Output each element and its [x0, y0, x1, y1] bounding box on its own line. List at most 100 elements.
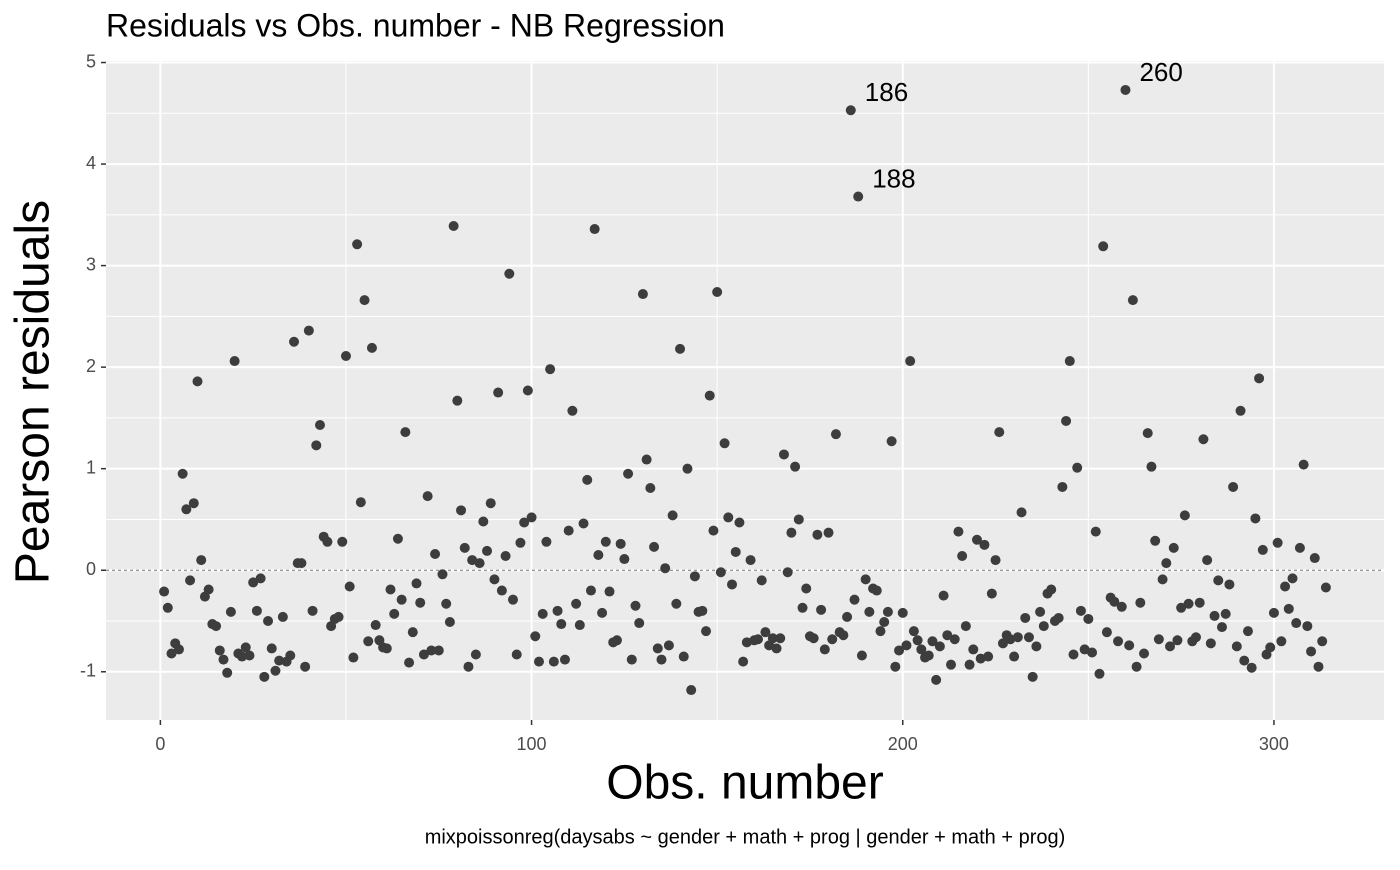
point [1309, 553, 1320, 564]
point [682, 463, 693, 474]
point [222, 667, 233, 678]
point [463, 661, 474, 672]
point [1072, 462, 1083, 473]
point [886, 436, 897, 447]
point [415, 597, 426, 608]
point [701, 626, 712, 637]
point [819, 644, 830, 655]
point [860, 574, 871, 585]
point [734, 517, 745, 528]
point [1317, 636, 1328, 647]
point [314, 420, 325, 431]
point [1291, 618, 1302, 629]
point [957, 551, 968, 562]
point [1294, 542, 1305, 553]
point [1183, 598, 1194, 609]
point [300, 661, 311, 672]
point [1020, 612, 1031, 623]
point [1101, 627, 1112, 638]
point [344, 581, 355, 592]
point [849, 594, 860, 605]
point [663, 640, 674, 651]
point [1087, 647, 1098, 658]
point [626, 654, 637, 665]
point [778, 449, 789, 460]
point [1313, 661, 1324, 672]
point [801, 583, 812, 594]
point [1224, 579, 1235, 590]
point [585, 585, 596, 596]
point [333, 611, 344, 622]
point [1283, 603, 1294, 614]
point [1053, 612, 1064, 623]
point [203, 584, 214, 595]
point [322, 536, 333, 547]
point [1168, 542, 1179, 553]
point [411, 578, 422, 589]
point [1268, 607, 1279, 618]
point [530, 631, 541, 642]
point [1090, 526, 1101, 537]
point [574, 620, 585, 631]
point [946, 659, 957, 670]
point [1254, 373, 1265, 384]
point [1127, 295, 1138, 306]
point [856, 650, 867, 661]
point [637, 289, 648, 300]
chart-title: Residuals vs Obs. number - NB Regression [106, 7, 725, 43]
point [548, 656, 559, 667]
point [782, 567, 793, 578]
point [853, 191, 864, 202]
point [240, 642, 251, 653]
point [1139, 648, 1150, 659]
point [1124, 640, 1135, 651]
point [923, 650, 934, 661]
point [1205, 638, 1216, 649]
point [1190, 632, 1201, 643]
point-annotation: 186 [865, 77, 908, 107]
point [686, 685, 697, 696]
point [389, 608, 400, 619]
point [871, 585, 882, 596]
point [738, 656, 749, 667]
point [533, 656, 544, 667]
point [556, 619, 567, 630]
point [259, 671, 270, 682]
point [641, 454, 652, 465]
point [745, 555, 756, 566]
point [504, 268, 515, 279]
point [229, 356, 240, 367]
point [407, 627, 418, 638]
point [1272, 537, 1283, 548]
point [1135, 597, 1146, 608]
point [456, 505, 467, 516]
plot-panel [106, 61, 1384, 720]
point [192, 376, 203, 387]
point [1202, 555, 1213, 566]
point [1150, 535, 1161, 546]
point [311, 440, 322, 451]
point [1146, 461, 1157, 472]
point [894, 645, 905, 656]
point [589, 224, 600, 235]
point [968, 644, 979, 655]
point [214, 645, 225, 656]
point [986, 588, 997, 599]
point [1231, 641, 1242, 652]
point [1113, 636, 1124, 647]
point [159, 586, 170, 597]
point [296, 558, 307, 569]
point [418, 649, 429, 660]
point [979, 539, 990, 550]
y-tick-label: 0 [86, 559, 96, 579]
point [678, 651, 689, 662]
point [704, 390, 715, 401]
point [727, 579, 738, 590]
point [1246, 662, 1257, 673]
point [444, 617, 455, 628]
point [1172, 635, 1183, 646]
point [771, 643, 782, 654]
point [340, 350, 351, 361]
point [964, 659, 975, 670]
point [1068, 649, 1079, 660]
